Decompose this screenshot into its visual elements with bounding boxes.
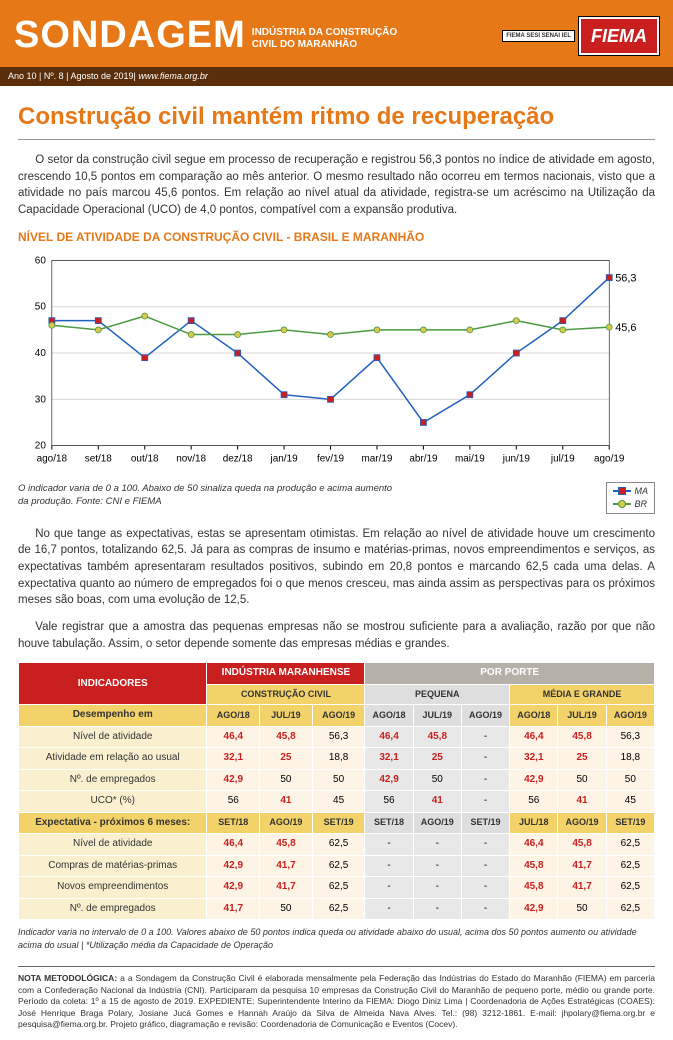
svg-text:50: 50 — [35, 302, 47, 313]
svg-text:20: 20 — [35, 441, 47, 452]
main-headline: Construção civil mantém ritmo de recuper… — [18, 100, 655, 140]
svg-text:jan/19: jan/19 — [270, 454, 299, 465]
svg-text:45,6: 45,6 — [615, 322, 636, 334]
subtitle-line-2: CIVIL DO MARANHÃO — [252, 39, 357, 50]
issue-info: Ano 10 | Nº. 8 | Agosto de 2019| — [8, 71, 138, 81]
table-footnote: Indicador varia no intervalo de 0 a 100.… — [18, 926, 655, 952]
svg-text:ago/19: ago/19 — [594, 454, 625, 465]
chart-legend: MABR — [606, 482, 656, 514]
logo-small: FIEMA SESI SENAI IEL — [502, 30, 575, 42]
svg-text:fev/19: fev/19 — [317, 454, 345, 465]
svg-text:jun/19: jun/19 — [502, 454, 531, 465]
issue-bar: Ano 10 | Nº. 8 | Agosto de 2019| www.fie… — [0, 67, 673, 86]
svg-text:jul/19: jul/19 — [550, 454, 575, 465]
legend-item: MA — [613, 485, 649, 498]
svg-text:30: 30 — [35, 394, 47, 405]
activity-chart: 20 30 40 50 60 ago/18 set/18 out/18 nov/18 dez/18… — [18, 252, 655, 478]
paragraph-3: Vale registrar que a amostra das pequena… — [18, 619, 655, 652]
logo-fiema: FIEMA — [579, 17, 659, 55]
masthead-title: SONDAGEM — [14, 8, 246, 63]
chart-note-row: O indicador varia de 0 a 100. Abaixo de … — [18, 482, 655, 514]
svg-text:60: 60 — [35, 255, 47, 266]
logo-group: FIEMA SESI SENAI IEL FIEMA — [502, 17, 659, 55]
subtitle-line-1: INDÚSTRIA DA CONSTRUÇÃO — [252, 27, 397, 38]
svg-text:out/18: out/18 — [131, 454, 159, 465]
svg-text:set/18: set/18 — [85, 454, 113, 465]
svg-text:nov/18: nov/18 — [176, 454, 206, 465]
svg-text:56,3: 56,3 — [615, 273, 636, 285]
chart-footnote: O indicador varia de 0 a 100. Abaixo de … — [18, 482, 398, 510]
methodology-note: NOTA METODOLÓGICA: a a Sondagem da Const… — [18, 966, 655, 1030]
svg-text:mai/19: mai/19 — [455, 454, 485, 465]
svg-text:mar/19: mar/19 — [362, 454, 393, 465]
paragraph-2: No que tange as expectativas, estas se a… — [18, 526, 655, 609]
issue-url: www.fiema.org.br — [138, 71, 208, 81]
indicators-table: INDICADORES INDÚSTRIA MARANHENSE POR POR… — [18, 662, 655, 920]
svg-text:40: 40 — [35, 348, 47, 359]
svg-text:dez/18: dez/18 — [223, 454, 253, 465]
svg-text:ago/18: ago/18 — [37, 454, 68, 465]
line-chart-svg: 20 30 40 50 60 ago/18 set/18 out/18 nov/18 dez/18… — [18, 252, 655, 472]
masthead-subtitle: INDÚSTRIA DA CONSTRUÇÃO CIVIL DO MARANHÃ… — [252, 21, 502, 51]
header: SONDAGEM INDÚSTRIA DA CONSTRUÇÃO CIVIL D… — [0, 0, 673, 86]
paragraph-1: O setor da construção civil segue em pro… — [18, 152, 655, 219]
svg-text:abr/19: abr/19 — [409, 454, 438, 465]
legend-item: BR — [613, 498, 649, 511]
chart-section-title: NÍVEL DE ATIVIDADE DA CONSTRUÇÃO CIVIL -… — [18, 229, 655, 246]
